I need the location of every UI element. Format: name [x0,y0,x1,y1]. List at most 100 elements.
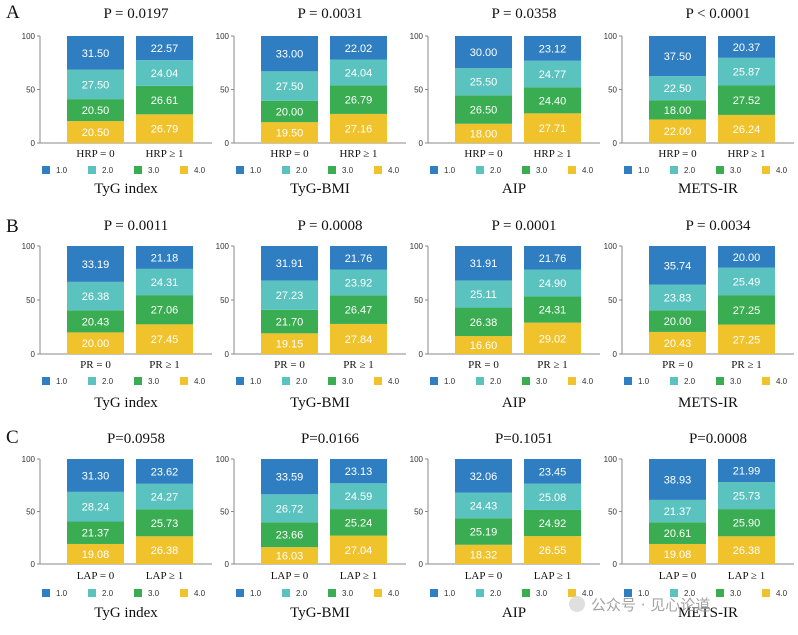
legend-swatch [134,377,142,385]
y-tick-label: 50 [220,296,229,305]
data-label: 18.00 [470,128,498,140]
legend-swatch [670,166,678,174]
p-value: P = 0.0358 [492,6,557,22]
y-tick-label: 100 [410,242,424,251]
data-label: 27.50 [276,81,304,93]
data-label: 32.06 [470,471,498,483]
p-value: P = 0.0008 [298,218,363,234]
p-value: P = 0.0001 [492,218,557,234]
y-tick-label: 100 [604,242,618,251]
legend-label: 1.0 [56,589,68,598]
legend-swatch [430,589,438,597]
legend-swatch [42,166,50,174]
legend-swatch [522,377,530,385]
data-label: 20.37 [733,42,761,54]
bar-segment [718,459,775,483]
data-label: 24.27 [151,492,179,504]
group-label: HRP = 0 [270,148,309,160]
bar-segment [136,114,193,143]
legend-swatch [236,377,244,385]
data-label: 20.50 [82,127,110,139]
legend-label: 3.0 [148,166,160,175]
y-tick-label: 0 [613,139,618,148]
legend-swatch [568,166,576,174]
bar-segment [330,35,387,60]
legend-swatch [476,166,484,174]
data-label: 27.71 [539,123,567,135]
bar-segment [455,95,512,124]
legend-label: 1.0 [444,377,456,386]
data-label: 31.91 [276,258,304,270]
index-name: TyG index [94,605,158,621]
data-label: 25.73 [151,518,179,530]
p-value: P = 0.0197 [104,6,169,22]
legend-label: 1.0 [56,166,68,175]
bar-segment [649,331,706,354]
y-tick-label: 100 [22,455,36,464]
group-label: PR ≥ 1 [343,359,374,371]
data-label: 22.02 [345,43,373,55]
bar-segment [649,76,706,101]
y-tick-label: 50 [414,86,423,95]
legend-label: 3.0 [342,166,354,175]
bar-segment [330,459,387,484]
data-label: 25.50 [470,77,498,89]
data-label: 21.76 [345,253,373,265]
legend-swatch [180,589,188,597]
legend-swatch [716,589,724,597]
bar-segment [67,459,124,492]
bar-segment [455,492,512,519]
index-name: METS-IR [678,181,738,197]
data-label: 24.92 [539,518,567,530]
p-value: P=0.0008 [689,431,747,447]
legend-swatch [762,589,770,597]
legend-swatch [236,166,244,174]
legend-label: 3.0 [730,377,742,386]
legend-label: 2.0 [490,589,502,598]
legend-label: 1.0 [444,166,456,175]
legend-swatch [88,166,96,174]
bar-segment [330,295,387,324]
group-label: PR = 0 [274,359,305,371]
data-label: 18.00 [664,105,692,117]
group-label: HRP = 0 [464,148,503,160]
legend-swatch [670,377,678,385]
index-name: TyG-BMI [290,181,350,197]
index-name: TyG index [94,395,158,411]
legend-swatch [88,377,96,385]
bar-segment [455,123,512,143]
legend-label: 4.0 [776,589,788,598]
bar-segment [261,122,318,143]
legend-label: 2.0 [102,377,114,386]
group-label: HRP ≥ 1 [145,148,183,160]
data-label: 24.40 [539,95,567,107]
bar-segment [261,71,318,101]
bar-segment [524,536,581,564]
bar-segment [649,100,706,120]
data-label: 26.38 [733,545,761,557]
data-label: 31.91 [470,258,498,270]
legend-label: 2.0 [296,589,308,598]
index-name: METS-IR [678,605,738,621]
group-label: LAP = 0 [77,570,115,582]
data-label: 25.87 [733,67,761,79]
legend-label: 2.0 [296,166,308,175]
data-label: 35.74 [664,260,692,272]
legend-label: 1.0 [56,377,68,386]
legend-label: 1.0 [250,377,262,386]
data-label: 24.31 [151,277,179,289]
legend-label: 2.0 [684,166,696,175]
legend-swatch [180,377,188,385]
row-letter: C [6,427,19,448]
bar-segment [649,119,706,143]
bar-segment [524,296,581,323]
bar-segment [649,499,706,523]
legend-swatch [328,589,336,597]
bar-segment [524,113,581,143]
y-tick-label: 50 [414,508,423,517]
bar-segment [524,269,581,297]
bar-segment [136,459,193,484]
y-tick-label: 100 [410,32,424,41]
legend-swatch [430,166,438,174]
group-label: PR = 0 [662,359,693,371]
